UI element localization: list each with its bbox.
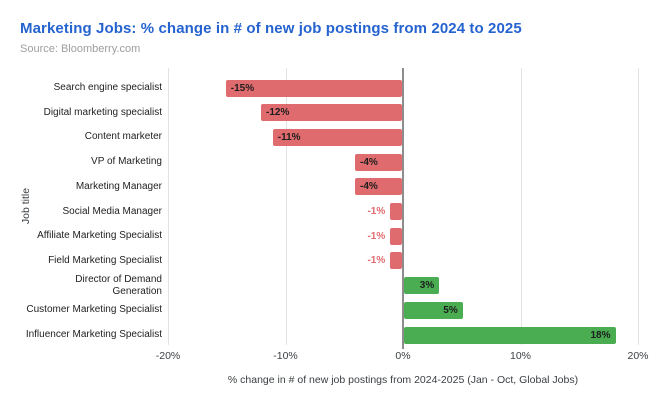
category-label-content-marketer: Content marketer: [84, 131, 162, 143]
category-label-search-engine-specialist: Search engine specialist: [53, 82, 162, 93]
category-label-social-media-manager: Social Media Manager: [62, 205, 163, 217]
bar-digital-marketing-specialist[interactable]: [261, 104, 402, 122]
x-tick-10: 10%: [509, 350, 532, 362]
category-label-affiliate-marketing-specialist: Affiliate Marketing Specialist: [37, 230, 162, 242]
value-label-marketing-manager: -4%: [360, 181, 378, 193]
category-label-field-marketing-specialist: Field Marketing Specialist: [48, 254, 162, 266]
bar-field-marketing-specialist[interactable]: [390, 252, 402, 270]
value-label-affiliate-marketing-specialist: -1%: [367, 230, 386, 242]
value-label-search-engine-specialist: -15%: [230, 82, 255, 94]
category-label-vp-of-marketing: VP of Marketing: [91, 156, 162, 168]
bar-content-marketer[interactable]: [272, 128, 402, 146]
x-axis-title: % change in # of new job postings from 2…: [227, 374, 579, 386]
bar-influencer-marketing-specialist[interactable]: [404, 326, 616, 344]
value-label-influencer-marketing-specialist: 18%: [590, 329, 611, 341]
plot-area: -15% -12% -11% -4% -4% -1% -1% -1% 3% 5% 18%: [168, 68, 639, 349]
x-tick--20: -20%: [155, 350, 181, 362]
zero-axis-line: [402, 68, 404, 349]
bar-customer-marketing-specialist[interactable]: [404, 301, 463, 319]
value-label-content-marketer: -11%: [277, 131, 301, 143]
category-label-marketing-manager: Marketing Manager: [75, 180, 162, 192]
category-label-influencer-marketing-specialist: Influencer Marketing Specialist: [25, 329, 162, 340]
category-label-customer-marketing-specialist: Customer Marketing Specialist: [26, 304, 162, 316]
bar-vp-of-marketing[interactable]: [355, 153, 402, 171]
value-label-field-marketing-specialist: -1%: [367, 255, 386, 267]
x-tick-20: 20%: [627, 350, 649, 362]
x-tick-0: 0%: [395, 350, 411, 362]
gridline--20: [168, 68, 169, 345]
value-label-customer-marketing-specialist: 5%: [443, 304, 458, 316]
value-label-director-of-demand-generation: 3%: [419, 280, 435, 292]
gridline-10: [520, 68, 522, 345]
bar-marketing-manager[interactable]: [355, 178, 402, 196]
bar-director-of-demand-generation[interactable]: [404, 277, 440, 295]
chart-title: Marketing Jobs: % change in # of new job…: [20, 20, 522, 37]
category-label-digital-marketing-specialist: Digital marketing specialist: [43, 106, 162, 118]
value-label-vp-of-marketing: -4%: [360, 156, 378, 168]
chart-source: Source: Bloomberry.com: [20, 43, 141, 55]
bar-social-media-manager[interactable]: [390, 203, 402, 220]
bar-search-engine-specialist[interactable]: [225, 79, 402, 97]
value-label-digital-marketing-specialist: -12%: [266, 107, 290, 119]
value-label-social-media-manager: -1%: [367, 206, 386, 217]
gridline-20: [638, 68, 639, 345]
x-tick--10: -10%: [273, 350, 298, 362]
gridline--10: [285, 68, 287, 345]
bar-affiliate-marketing-specialist[interactable]: [390, 227, 402, 245]
category-label-director-of-demand-generation: Director of Demand Generation: [75, 273, 162, 297]
